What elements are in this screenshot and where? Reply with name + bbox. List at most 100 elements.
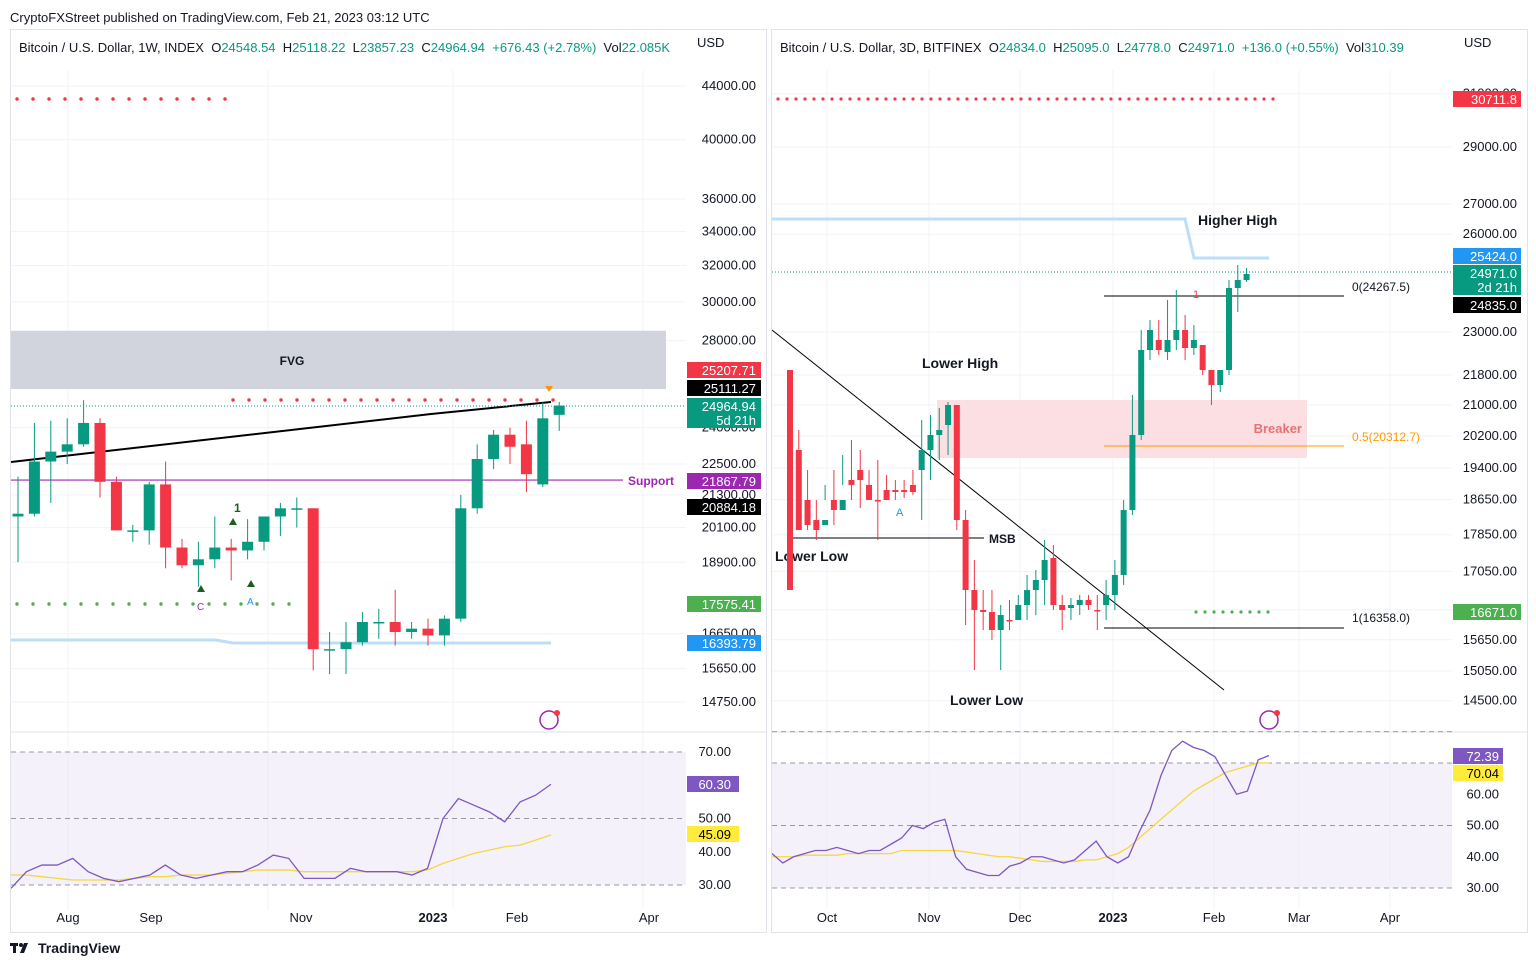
- fvg-zone: [11, 330, 666, 390]
- left-symbol-legend: Bitcoin / U.S. Dollar, 1W, INDEX O24548.…: [19, 40, 671, 55]
- candle-body: [160, 484, 172, 548]
- green-arrow-icon: [229, 518, 237, 525]
- left-symbol: Bitcoin / U.S. Dollar, 1W, INDEX: [19, 40, 204, 55]
- red-dot-mid: [487, 398, 491, 402]
- candle-body: [340, 642, 352, 650]
- candle-body: [1120, 510, 1127, 575]
- candle-body: [936, 430, 943, 435]
- left-rsi-tag: 45.09: [698, 827, 731, 842]
- left-chart-svg[interactable]: 44000.00 40000.00 36000.00 34000.00 32000.00…: [11, 30, 766, 932]
- left-rsi-tag-bg: [687, 826, 739, 842]
- left-price-tag: 20884.18: [702, 500, 756, 515]
- red-dot: [1154, 97, 1158, 101]
- right-y-tick: 14500.00: [1463, 693, 1517, 708]
- candle-body: [848, 480, 855, 485]
- red-dot: [956, 97, 960, 101]
- left-y-tick: 40000.00: [702, 132, 756, 147]
- right-price-tag: 25424.0: [1470, 249, 1517, 264]
- right-price-tag-bg: [1453, 248, 1521, 264]
- left-y-tick: 22500.00: [702, 456, 756, 471]
- left-chart-panel[interactable]: Bitcoin / U.S. Dollar, 1W, INDEX O24548.…: [10, 29, 767, 933]
- red-dot-top: [63, 97, 67, 101]
- candle-body: [1173, 330, 1180, 340]
- right-open: 24834.0: [998, 40, 1046, 55]
- right-x-tick: Nov: [917, 910, 941, 925]
- candle-body: [980, 610, 987, 612]
- candle-body: [1129, 435, 1136, 510]
- lower-low-label-1: Lower Low: [775, 548, 848, 564]
- tradingview-footer[interactable]: TradingView: [10, 940, 120, 956]
- green-dot: [1194, 610, 1198, 614]
- red-dot-mid: [295, 398, 299, 402]
- right-chart-svg[interactable]: 31000.0029000.0027000.0026000.0023000.00…: [772, 30, 1527, 932]
- red-dot-top: [223, 97, 227, 101]
- red-dot: [830, 97, 834, 101]
- red-dot: [866, 97, 870, 101]
- right-price-tag: 24835.0: [1470, 298, 1517, 313]
- right-low: 24778.0: [1124, 40, 1172, 55]
- right-chart-panel[interactable]: Bitcoin / U.S. Dollar, 3D, BITFINEX O248…: [771, 29, 1528, 933]
- left-y-tick: 34000.00: [702, 223, 756, 238]
- emblem-dot-icon: [1274, 710, 1280, 716]
- green-dot: [1203, 610, 1207, 614]
- candle-body: [488, 434, 500, 460]
- left-y-tick: 21300.00: [702, 487, 756, 502]
- candle-body: [1076, 600, 1083, 605]
- right-price-tag-bg: [1453, 265, 1521, 281]
- green-dot: [159, 602, 163, 606]
- red-dot: [857, 97, 861, 101]
- candle-body: [324, 649, 336, 651]
- red-dot-mid: [407, 398, 411, 402]
- higher-high-label: Higher High: [1198, 212, 1277, 228]
- red-dot: [938, 97, 942, 101]
- left-price-tag: 16393.79: [702, 636, 756, 651]
- left-price-tag: 25207.71: [702, 363, 756, 378]
- red-dot: [1253, 97, 1257, 101]
- left-price-tag: 25111.27: [704, 381, 756, 396]
- right-y-tick: 17850.00: [1463, 527, 1517, 542]
- red-dot: [785, 97, 789, 101]
- left-x-tick: Apr: [639, 910, 660, 925]
- left-y-tick: 14750.00: [702, 694, 756, 709]
- red-dot: [1145, 97, 1149, 101]
- right-rsi-tag: 72.39: [1466, 749, 1499, 764]
- candle-body: [1155, 340, 1162, 350]
- green-dot: [79, 602, 83, 606]
- green-dot: [287, 602, 291, 606]
- candle-body: [927, 435, 934, 450]
- candle-body: [438, 618, 450, 636]
- red-dot-mid: [247, 398, 251, 402]
- candle-body: [422, 628, 434, 636]
- red-dot: [1190, 97, 1194, 101]
- red-dot-mid: [391, 398, 395, 402]
- black-trend-line: [11, 401, 552, 463]
- right-x-tick: Apr: [1380, 910, 1401, 925]
- right-y-tick: 20200.00: [1463, 428, 1517, 443]
- right-price-tag: 30711.8: [1471, 92, 1517, 107]
- candle-body: [110, 481, 122, 531]
- left-y-tick: 28000.00: [702, 333, 756, 348]
- candle-body: [1199, 345, 1206, 370]
- candle-body: [787, 370, 793, 590]
- green-dot: [63, 602, 67, 606]
- green-dot: [143, 602, 147, 606]
- candle-body: [1111, 575, 1118, 595]
- signal-c: C: [197, 602, 204, 613]
- candle-body: [242, 541, 254, 551]
- red-dot: [929, 97, 933, 101]
- red-dot: [893, 97, 897, 101]
- candle-body: [892, 490, 899, 492]
- right-y-tick: 27000.00: [1463, 196, 1517, 211]
- candle-body: [822, 520, 829, 525]
- red-dot: [1118, 97, 1122, 101]
- red-dot: [839, 97, 843, 101]
- left-rsi-tick: 50.00: [698, 811, 731, 826]
- candle-body: [1041, 560, 1048, 580]
- red-dot: [1136, 97, 1140, 101]
- candle-body: [1032, 580, 1039, 590]
- candle-body: [455, 508, 467, 619]
- right-y-tick: 19400.00: [1463, 460, 1517, 475]
- right-price-tag-bg: [1453, 279, 1521, 295]
- red-dot: [1217, 97, 1221, 101]
- red-dot: [1001, 97, 1005, 101]
